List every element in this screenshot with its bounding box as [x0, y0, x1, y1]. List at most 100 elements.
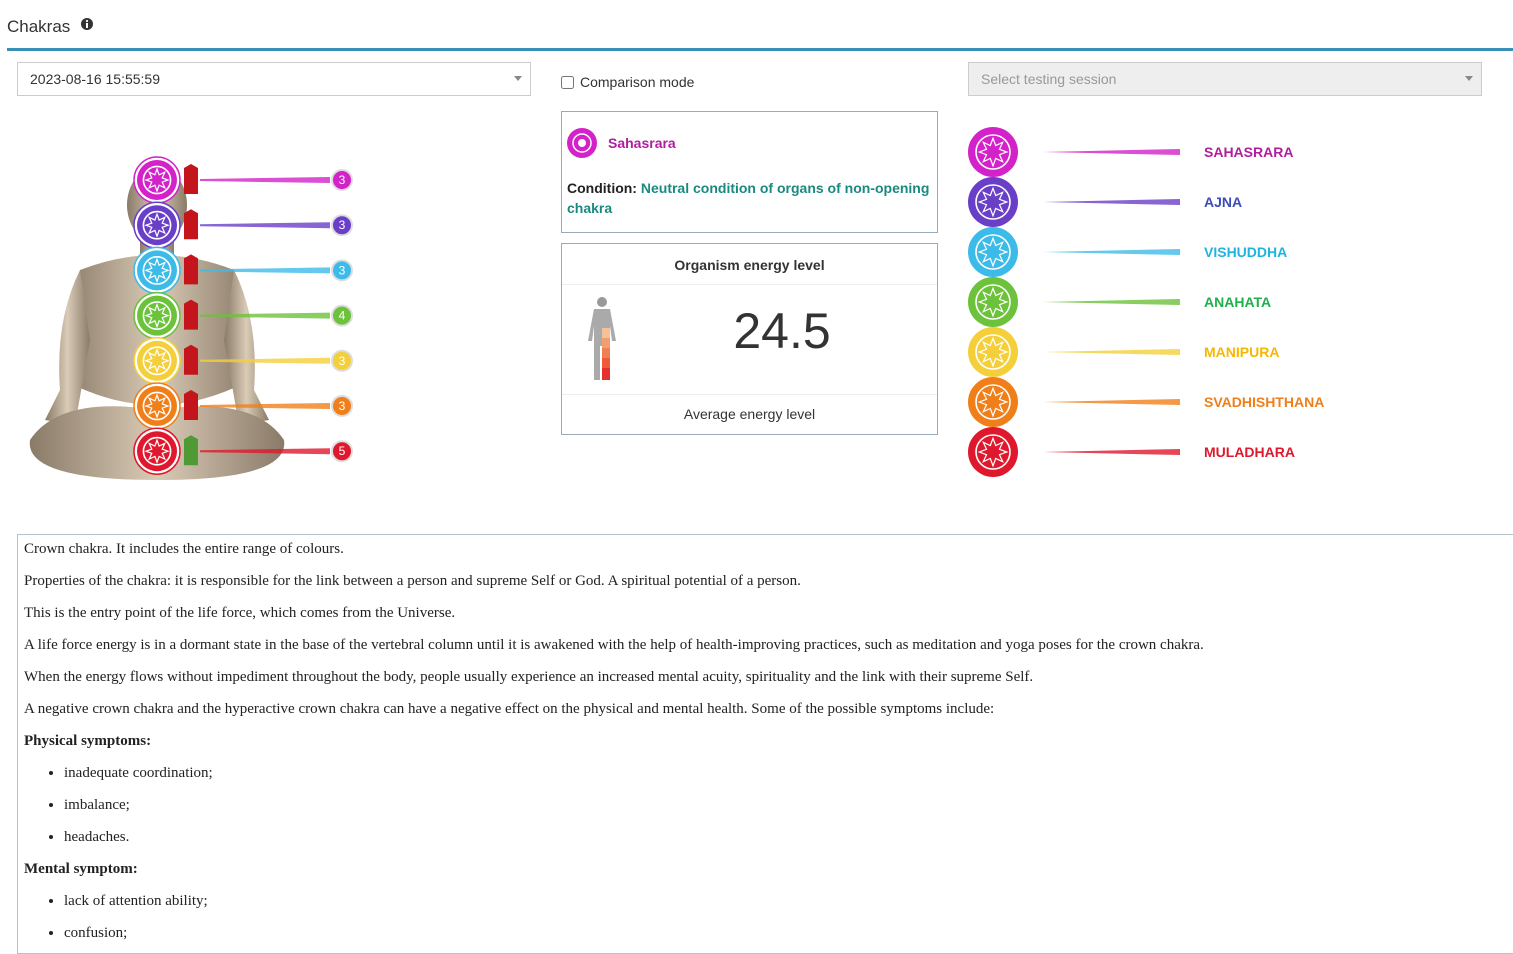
level-text: 3	[339, 399, 346, 413]
state-marker	[184, 299, 198, 330]
caret	[514, 76, 522, 81]
paragraph: This is the entry point of the life forc…	[24, 605, 456, 621]
list-chakra-petals	[977, 236, 1009, 268]
date-text: 2023-08-16 15:55:59	[30, 71, 160, 87]
level-line	[200, 177, 330, 183]
date-select[interactable]: 2023-08-16 15:55:59	[17, 62, 531, 96]
level-badge	[331, 304, 353, 327]
body-chakra-petals	[144, 167, 170, 193]
level-text: 4	[339, 309, 346, 323]
chakra-name: SAHASRARA	[1204, 144, 1293, 160]
body-chakra-ring	[142, 391, 172, 421]
list-chakra-ring	[975, 234, 1011, 270]
chakra-graphics: 3 3 3 4 3 3 5 SAHASRARA AJNA VISHUDDHA ANAHATA MAN…	[29, 127, 1324, 480]
selected-icon	[567, 128, 597, 158]
chakra-name: VISHUDDHA	[1204, 244, 1287, 260]
chakra-name: SVADHISHTHANA	[1204, 394, 1324, 410]
selected-chakra-card: Sahasrara Condition: Neutral condition o…	[561, 111, 938, 233]
divider	[562, 394, 937, 395]
list-line	[1043, 249, 1180, 255]
heading-text: Mental symptom:	[24, 861, 138, 877]
list-line	[1043, 199, 1180, 205]
state-marker	[184, 209, 198, 240]
body-chakra-ring	[142, 165, 172, 195]
level-line	[200, 312, 330, 319]
state-marker	[184, 254, 198, 285]
energy-title: Organism energy level	[674, 257, 825, 273]
chakra-name: ANAHATA	[1204, 294, 1271, 310]
state-marker	[184, 344, 198, 375]
comparison-label: Comparison mode	[580, 74, 695, 90]
symptom: inadequate coordination;	[64, 765, 1507, 781]
list-chakra-ring	[975, 384, 1011, 420]
level-text: 3	[339, 173, 346, 187]
section-heading: Physical symptoms:	[24, 733, 1507, 749]
caret	[1465, 76, 1473, 81]
list-chakra-petals	[977, 136, 1009, 168]
level-badge	[331, 349, 353, 372]
level-badge	[331, 169, 353, 191]
body-chakra-petals	[144, 393, 170, 419]
heading-text: Physical symptoms:	[24, 733, 152, 749]
header-rule	[7, 48, 1513, 51]
divider	[562, 284, 937, 285]
body-chakra-ring	[142, 210, 172, 240]
page-title: Chakras	[7, 17, 94, 37]
body-energy-icon	[588, 297, 616, 380]
chakra-name: AJNA	[1204, 194, 1242, 210]
list-chakra-ring	[975, 284, 1011, 320]
paragraph: Properties of the chakra: it is responsi…	[24, 573, 801, 589]
comparison-toggle[interactable]: Comparison mode	[561, 74, 694, 90]
level-text: 5	[339, 444, 346, 458]
energy-value: 24.5	[733, 303, 831, 359]
list-line	[1043, 449, 1180, 455]
title-text: Chakras	[7, 17, 71, 36]
level-text: 3	[339, 263, 346, 277]
level-line	[200, 222, 330, 229]
body-chakra-petals	[144, 257, 170, 284]
body-chakra-ring	[142, 436, 172, 466]
checkbox[interactable]	[561, 76, 574, 89]
session-select[interactable]: Select testing session	[968, 62, 1482, 96]
body-chakra-petals	[144, 348, 170, 374]
list-line	[1043, 299, 1180, 305]
level-badge	[331, 395, 353, 417]
symptom-list: lack of attention ability; confusion;	[24, 893, 1507, 941]
energy-caption: Average energy level	[683, 406, 816, 422]
symptom: headaches.	[64, 829, 1507, 845]
description: Crown chakra. It includes the entire ran…	[17, 534, 1513, 954]
paragraph: A negative crown chakra and the hyperact…	[24, 701, 995, 717]
condition: Condition: Neutral condition of organs o…	[567, 178, 932, 218]
list-chakra-petals	[977, 286, 1009, 318]
list-chakra-petals	[977, 336, 1009, 368]
list-chakra-petals	[977, 436, 1009, 468]
level-line	[200, 267, 330, 274]
level-line	[200, 448, 330, 455]
level-badge	[331, 214, 353, 237]
condition-label: Condition:	[567, 180, 637, 196]
list-chakra-ring	[975, 434, 1011, 470]
list-chakra-petals	[977, 186, 1009, 218]
level-line	[200, 357, 330, 364]
body-chakra-petals	[144, 302, 170, 329]
energy-card: Organism energy level 24.5 Average energ…	[561, 243, 938, 435]
level-text: 3	[339, 218, 346, 232]
selected-name: Sahasrara	[608, 135, 676, 151]
condition-text: Neutral condition of organs of non-openi…	[567, 180, 930, 216]
list-line	[1043, 149, 1180, 155]
list-chakra-petals	[977, 386, 1009, 418]
chakra-name: MULADHARA	[1204, 444, 1295, 460]
state-marker	[184, 164, 198, 194]
body-chakra-ring	[142, 346, 172, 376]
body-chakra-petals	[144, 438, 170, 464]
info-icon[interactable]	[81, 18, 94, 30]
session-placeholder: Select testing session	[981, 71, 1117, 87]
symptom: confusion;	[64, 925, 1507, 941]
symptom: imbalance;	[64, 797, 1507, 813]
level-text: 3	[339, 354, 346, 368]
list-chakra-ring	[975, 184, 1011, 220]
list-line	[1043, 349, 1180, 355]
state-marker	[184, 390, 198, 420]
level-badge	[331, 440, 353, 463]
list-chakra-ring	[975, 334, 1011, 370]
